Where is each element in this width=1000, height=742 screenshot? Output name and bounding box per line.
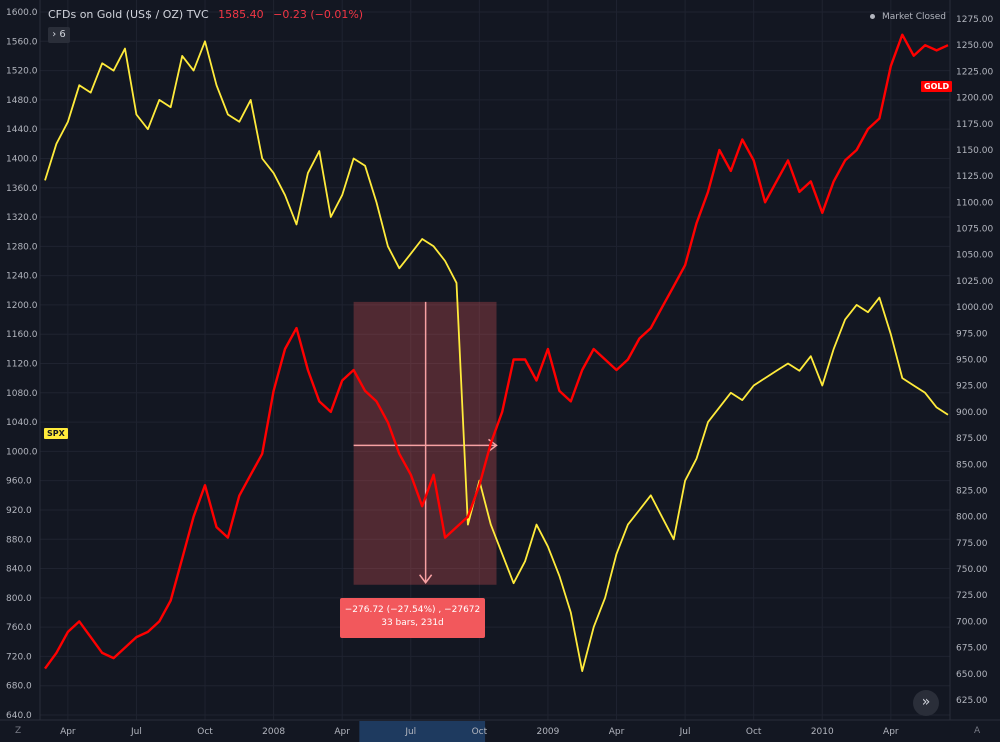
left-tick-label: 800.0 [6,594,32,604]
left-tick-label: 680.0 [6,682,32,692]
right-tick-label: 725.00 [956,591,988,601]
time-tick-label: Apr [883,727,899,737]
status-dot-icon [870,14,876,19]
left-tick-label: 920.0 [6,506,32,516]
left-tick-label: 1400.0 [6,154,38,164]
right-tick-label: 1225.00 [956,67,993,77]
market-status: Market Closed [870,12,946,22]
right-tick-label: 750.00 [956,565,988,575]
right-tick-label: 1025.00 [956,277,993,287]
left-tick-label: 1560.0 [6,37,38,47]
left-axis-bg [0,0,40,720]
right-tick-label: 1275.00 [956,15,993,25]
time-axis-bg [0,720,1000,742]
right-tick-label: 625.00 [956,696,988,706]
right-tick-label: 1200.00 [956,94,993,104]
right-tick-label: 800.00 [956,513,988,523]
right-tick-label: 1100.00 [956,198,993,208]
right-tick-label: 1050.00 [956,251,993,261]
measure-change: −276.72 (−27.54%) , −27672 [344,605,481,615]
measure-arrowhead-down [419,574,433,585]
left-tick-label: 760.0 [6,623,32,633]
right-axis-bg [950,0,1000,742]
right-tick-label: 825.00 [956,486,988,496]
measure-bars: 33 bars, 231d [381,618,444,628]
time-axis: Apr Jul Oct 2008 Apr Jul Oct 2009 Apr Jul Oct 2010 A… [0,719,1000,742]
right-tick-label: 900.00 [956,408,988,418]
symbol-source: TVC [186,8,209,21]
left-tick-label: 960.0 [6,477,32,487]
right-tick-label: 925.00 [956,382,988,392]
grid [40,0,950,720]
scroll-to-latest-button[interactable]: » [913,690,939,716]
time-tick-label: 2010 [811,727,834,737]
chart-header: CFDs on Gold (US$ / OZ) TVC 1585.40 −0.2… [48,8,363,21]
gold-series-line [44,33,949,670]
gold-tag[interactable]: GOLD [921,81,953,92]
right-tick-label: 1250.00 [956,41,993,51]
right-tick-label: 1000.00 [956,303,993,313]
right-tick-label: 1075.00 [956,225,993,235]
time-tick-label: Oct [746,727,762,737]
left-tick-label: 1160.0 [6,330,38,340]
right-price-axis: 625.00 650.00 675.00 700.00 725.00 750.00 775.… [949,0,1000,742]
time-tick-label: Jul [404,727,416,737]
time-tick-label: 2008 [262,727,285,737]
left-tick-label: 1520.0 [6,67,38,77]
double-chevron-right-icon: » [921,694,931,710]
indicators-toggle-button[interactable]: › 6 [48,27,70,43]
left-tick-label: 840.0 [6,565,32,575]
symbol-title[interactable]: CFDs on Gold (US$ / OZ) [48,8,184,21]
bottom-left-corner-label[interactable]: Z [15,726,21,736]
left-tick-label: 1480.0 [6,96,38,106]
chevron-right-icon: › [52,29,57,40]
time-range-highlight [359,721,486,742]
market-status-label: Market Closed [881,12,946,22]
left-tick-label: 1000.0 [6,447,38,457]
measure-label: −276.72 (−27.54%) , −27672 33 bars, 231d [340,598,485,638]
right-tick-label: 1150.00 [956,146,993,156]
spx-tag[interactable]: SPX [44,428,68,439]
left-tick-label: 1360.0 [6,184,38,194]
left-tick-label: 1120.0 [6,360,38,370]
left-tick-label: 1240.0 [6,272,38,282]
time-tick-label: Jul [130,727,142,737]
right-tick-label: 650.00 [956,670,988,680]
right-tick-label: 850.00 [956,460,988,470]
left-tick-label: 1600.0 [6,8,38,18]
time-tick-label: Apr [60,727,76,737]
time-tick-label: Jul [679,727,691,737]
time-tick-label: Apr [334,727,350,737]
left-tick-label: 720.0 [6,652,32,662]
indicator-count: 6 [59,29,66,40]
price-change: −0.23 (−0.01%) [273,8,364,21]
time-tick-label: 2009 [536,727,559,737]
last-price: 1585.40 [218,8,264,21]
left-tick-label: 1200.0 [6,301,38,311]
left-tick-label: 1040.0 [6,418,38,428]
spx-series-line [44,40,949,672]
left-tick-label: 1280.0 [6,242,38,252]
right-tick-label: 775.00 [956,539,988,549]
right-tick-label: 700.00 [956,617,988,627]
right-tick-label: 975.00 [956,329,988,339]
left-tick-label: 880.0 [6,535,32,545]
left-price-axis: 640.0 680.0 720.0 760.0 800.0 840.0 880.0 920.0… [0,0,41,721]
right-tick-label: 950.00 [956,356,988,366]
bottom-right-corner-label[interactable]: A [974,726,981,736]
left-tick-label: 1080.0 [6,389,38,399]
time-tick-label: Apr [609,727,625,737]
left-tick-label: 1320.0 [6,213,38,223]
right-tick-label: 1125.00 [956,172,993,182]
series-layer [44,33,949,672]
right-tick-label: 675.00 [956,644,988,654]
time-tick-label: Oct [472,727,488,737]
time-tick-label: Oct [197,727,213,737]
right-tick-label: 1175.00 [956,120,993,130]
left-tick-label: 1440.0 [6,125,38,135]
measure-tool [353,301,498,585]
right-tick-label: 875.00 [956,434,988,444]
left-tick-label: 640.0 [6,711,32,721]
